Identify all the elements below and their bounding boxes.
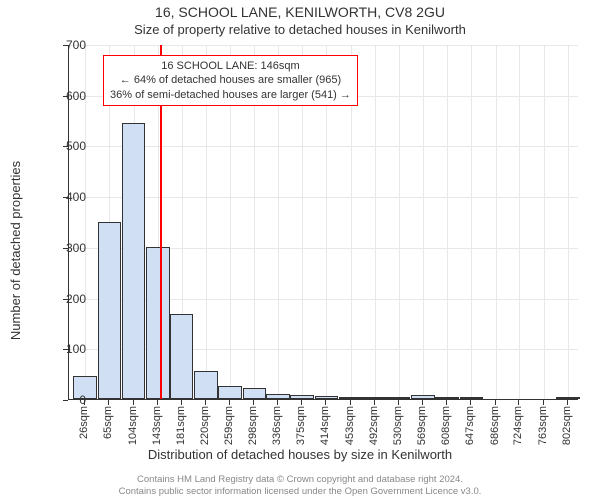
histogram-bar <box>556 397 580 399</box>
annotation-line1: 16 SCHOOL LANE: 146sqm <box>110 59 351 73</box>
footer-line2: Contains public sector information licen… <box>0 486 600 498</box>
x-tick-mark <box>543 400 544 405</box>
x-tick-mark <box>157 400 158 405</box>
x-axis-label: Distribution of detached houses by size … <box>0 447 600 462</box>
x-tick-mark <box>301 400 302 405</box>
x-tick-mark <box>398 400 399 405</box>
x-tick-mark <box>374 400 375 405</box>
histogram-bar <box>98 222 122 400</box>
annotation-line2: ← 64% of detached houses are smaller (96… <box>110 73 351 87</box>
histogram-bar <box>218 386 242 399</box>
x-tick-mark <box>205 400 206 405</box>
x-tick-mark <box>181 400 182 405</box>
gridline-v <box>568 45 569 399</box>
histogram-bar <box>363 397 387 399</box>
x-tick-mark <box>84 400 85 405</box>
x-tick-mark <box>470 400 471 405</box>
x-tick-mark <box>133 400 134 405</box>
x-tick-mark <box>253 400 254 405</box>
gridline-v <box>544 45 545 399</box>
x-tick-mark <box>495 400 496 405</box>
gridline-v <box>423 45 424 399</box>
histogram-bar <box>146 247 170 399</box>
histogram-bar <box>243 388 267 399</box>
y-axis-label: Number of detached properties <box>8 0 24 500</box>
histogram-bar <box>122 123 146 399</box>
chart-title-line2: Size of property relative to detached ho… <box>0 22 600 37</box>
y-tick-label: 100 <box>56 342 86 356</box>
gridline-v <box>471 45 472 399</box>
x-tick-mark <box>422 400 423 405</box>
histogram-bar <box>315 396 339 399</box>
chart-container: 16, SCHOOL LANE, KENILWORTH, CV8 2GU Siz… <box>0 0 600 500</box>
gridline-v <box>399 45 400 399</box>
gridline-h <box>69 45 578 46</box>
plot-area: 16 SCHOOL LANE: 146sqm← 64% of detached … <box>68 45 578 400</box>
histogram-bar <box>266 394 290 399</box>
histogram-bar <box>411 395 435 399</box>
chart-title-line1: 16, SCHOOL LANE, KENILWORTH, CV8 2GU <box>0 4 600 20</box>
gridline-v <box>375 45 376 399</box>
histogram-bar <box>170 314 194 399</box>
gridline-v <box>447 45 448 399</box>
histogram-bar <box>290 395 314 399</box>
annotation-box: 16 SCHOOL LANE: 146sqm← 64% of detached … <box>103 55 358 106</box>
y-tick-label: 600 <box>56 89 86 103</box>
x-tick-mark <box>277 400 278 405</box>
histogram-bar <box>194 371 218 399</box>
x-tick-mark <box>446 400 447 405</box>
x-tick-mark <box>518 400 519 405</box>
footer-attribution: Contains HM Land Registry data © Crown c… <box>0 474 600 498</box>
x-tick-mark <box>350 400 351 405</box>
footer-line1: Contains HM Land Registry data © Crown c… <box>0 474 600 486</box>
histogram-bar <box>339 397 363 399</box>
y-tick-label: 400 <box>56 190 86 204</box>
y-tick-label: 500 <box>56 139 86 153</box>
x-tick-mark <box>108 400 109 405</box>
histogram-bar <box>460 397 484 399</box>
x-tick-mark <box>567 400 568 405</box>
gridline-v <box>519 45 520 399</box>
histogram-bar <box>435 397 459 399</box>
histogram-bar <box>387 397 411 399</box>
y-tick-label: 200 <box>56 292 86 306</box>
annotation-line3: 36% of semi-detached houses are larger (… <box>110 88 351 102</box>
gridline-v <box>496 45 497 399</box>
x-tick-mark <box>325 400 326 405</box>
y-tick-label: 0 <box>56 393 86 407</box>
y-tick-label: 700 <box>56 38 86 52</box>
y-tick-label: 300 <box>56 241 86 255</box>
x-tick-mark <box>229 400 230 405</box>
